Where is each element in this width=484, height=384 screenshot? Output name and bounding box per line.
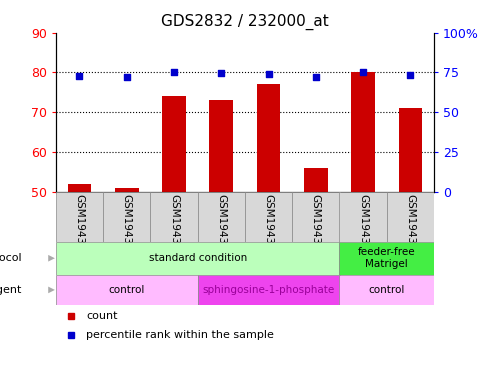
Text: standard condition: standard condition <box>148 253 246 263</box>
Bar <box>103 192 150 242</box>
Bar <box>56 242 339 275</box>
Bar <box>398 108 422 192</box>
Text: sphingosine-1-phosphate: sphingosine-1-phosphate <box>202 285 334 295</box>
Text: GSM194314: GSM194314 <box>405 195 415 258</box>
Bar <box>339 242 433 275</box>
Text: growth protocol: growth protocol <box>0 253 22 263</box>
Point <box>122 74 130 80</box>
Bar <box>291 192 339 242</box>
Point <box>359 70 366 76</box>
Point <box>170 70 178 76</box>
Text: count: count <box>86 311 117 321</box>
Bar <box>67 184 91 192</box>
Bar <box>244 192 291 242</box>
Bar <box>150 192 197 242</box>
Text: control: control <box>108 285 145 295</box>
Point <box>76 73 83 79</box>
Point <box>217 70 225 76</box>
Text: GSM194308: GSM194308 <box>121 195 132 258</box>
Bar <box>197 275 339 305</box>
Text: GSM194310: GSM194310 <box>216 195 226 258</box>
Bar <box>209 100 233 192</box>
Text: GSM194307: GSM194307 <box>74 195 84 258</box>
Text: GSM194311: GSM194311 <box>263 195 273 258</box>
Bar <box>303 168 327 192</box>
Bar <box>350 73 374 192</box>
Text: GSM194309: GSM194309 <box>168 195 179 258</box>
Bar <box>256 84 280 192</box>
Text: control: control <box>368 285 404 295</box>
Point <box>406 72 413 78</box>
Bar <box>56 192 103 242</box>
Bar <box>339 192 386 242</box>
Bar <box>386 192 433 242</box>
Text: agent: agent <box>0 285 22 295</box>
Text: GSM194312: GSM194312 <box>310 195 320 258</box>
Text: percentile rank within the sample: percentile rank within the sample <box>86 330 273 340</box>
Text: GSM194313: GSM194313 <box>357 195 367 258</box>
Text: feeder-free
Matrigel: feeder-free Matrigel <box>357 247 415 269</box>
Bar <box>339 275 433 305</box>
Point <box>311 74 319 80</box>
Bar <box>56 275 197 305</box>
Point <box>264 71 272 77</box>
Bar <box>162 96 185 192</box>
Title: GDS2832 / 232000_at: GDS2832 / 232000_at <box>161 14 328 30</box>
Bar <box>115 188 138 192</box>
Bar <box>197 192 244 242</box>
